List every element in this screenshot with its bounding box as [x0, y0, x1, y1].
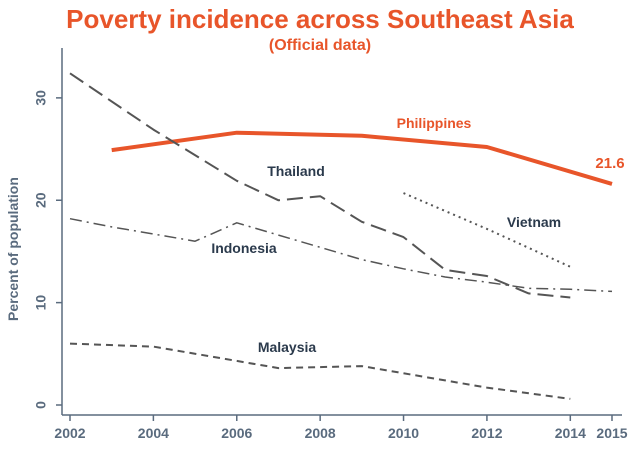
series-label-indonesia: Indonesia — [211, 240, 277, 256]
series-label-malaysia: Malaysia — [258, 339, 317, 355]
y-tick-label: 30 — [33, 90, 49, 106]
series-line-malaysia — [69, 342, 571, 400]
y-tick-label: 20 — [33, 192, 49, 208]
x-tick-label: 2006 — [221, 425, 252, 441]
series-label-thailand: Thailand — [267, 163, 325, 179]
series-line-indonesia — [69, 217, 613, 293]
chart-subtitle: (Official data) — [268, 37, 372, 54]
x-tick-label: 2008 — [305, 425, 336, 441]
series-line-vietnam — [403, 192, 571, 268]
x-tick-label: 2015 — [596, 425, 627, 441]
series-labels: Philippines Thailand Vietnam Indonesia Malay… — [211, 115, 624, 355]
x-tick-label: 2004 — [138, 425, 169, 441]
x-tick-label: 2010 — [388, 425, 419, 441]
series-line-thailand — [69, 72, 571, 299]
series-label-vietnam: Vietnam — [507, 214, 561, 230]
y-tick-label: 10 — [33, 295, 49, 311]
series-line-philippines — [111, 130, 613, 186]
series-lines — [69, 72, 613, 400]
y-tick-label: 0 — [33, 401, 49, 409]
chart-title: Poverty incidence across Southeast Asia — [66, 4, 574, 34]
series-label-philippines: Philippines — [397, 115, 472, 131]
x-tick-label: 2002 — [54, 425, 85, 441]
data-label-philippines-end: 21.6 — [595, 155, 624, 172]
x-tick-label: 2014 — [555, 425, 586, 441]
x-tick-label: 2012 — [471, 425, 502, 441]
axes: 0 10 20 30 2002 2004 2006 2008 2010 2012 2014 2015 — [33, 48, 628, 441]
